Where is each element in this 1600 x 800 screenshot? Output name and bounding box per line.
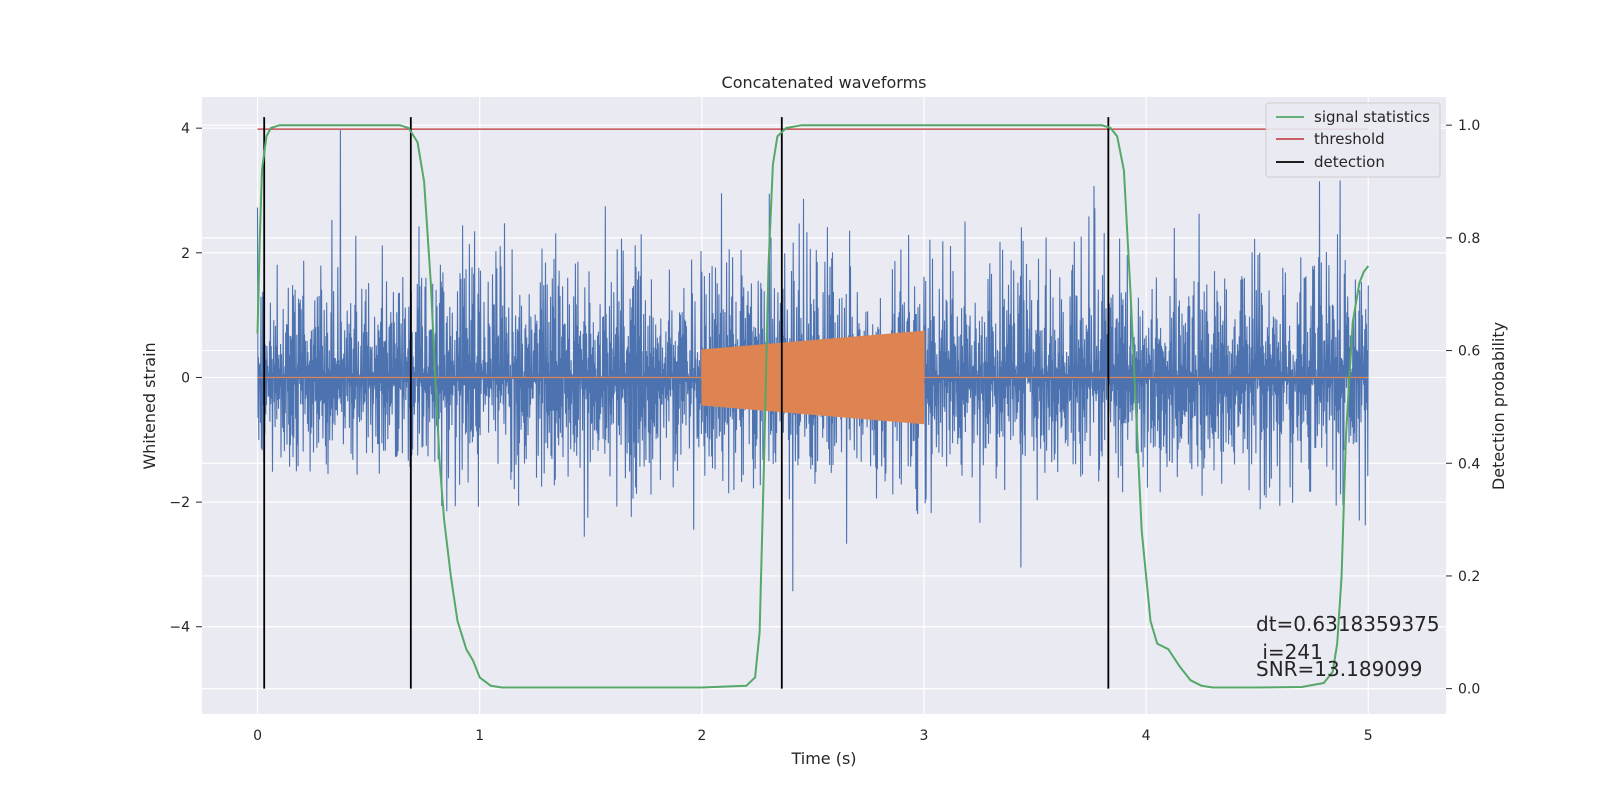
x-tick-label: 2 xyxy=(697,728,706,744)
annotation-snr: SNR=13.189099 xyxy=(1256,657,1422,681)
x-tick-label: 5 xyxy=(1364,728,1373,744)
chart-title: Concatenated waveforms xyxy=(722,73,927,92)
legend-label-threshold: threshold xyxy=(1314,130,1385,148)
x-axis-label: Time (s) xyxy=(790,749,856,768)
y-tick-label: 4 xyxy=(181,121,190,137)
y-axis-label-right: Detection probability xyxy=(1489,322,1508,490)
y-right-tick-label: 1.0 xyxy=(1458,118,1480,134)
y-tick-label: 0 xyxy=(181,370,190,386)
y-axis-label: Whitened strain xyxy=(140,342,159,469)
y-right-tick-label: 0.8 xyxy=(1458,231,1480,247)
annotation-i: i=241 xyxy=(1256,640,1323,664)
y-tick-label: −2 xyxy=(169,495,190,511)
x-tick-label: 1 xyxy=(475,728,484,744)
legend: signal statistics threshold detection xyxy=(1265,102,1441,178)
noise-series-line xyxy=(256,130,1369,610)
x-tick-label: 4 xyxy=(1142,728,1151,744)
annotation-dt: dt=0.6318359375 xyxy=(1256,612,1440,636)
y-right-tick-label: 0.4 xyxy=(1458,456,1480,472)
x-tick-label: 0 xyxy=(253,728,262,744)
legend-box xyxy=(1265,102,1441,178)
y-right-tick-label: 0.0 xyxy=(1458,682,1480,698)
legend-label-detection: detection xyxy=(1314,153,1385,171)
x-tick-label: 3 xyxy=(920,728,929,744)
y-right-tick-label: 0.6 xyxy=(1458,344,1480,360)
y-right-tick-label: 0.2 xyxy=(1458,569,1480,585)
ticks: 0 1 2 3 4 5 −4 −2 0 2 4 0.0 0.2 0.4 0.6 0.8 1.0 xyxy=(169,118,1480,744)
injection-series-line xyxy=(257,330,1369,425)
y-tick-label: 2 xyxy=(181,246,190,262)
series-layer xyxy=(256,117,1370,689)
y-tick-label: −4 xyxy=(169,620,190,636)
legend-label-signal-statistics: signal statistics xyxy=(1314,108,1430,126)
signal-statistics-line xyxy=(256,124,1370,689)
